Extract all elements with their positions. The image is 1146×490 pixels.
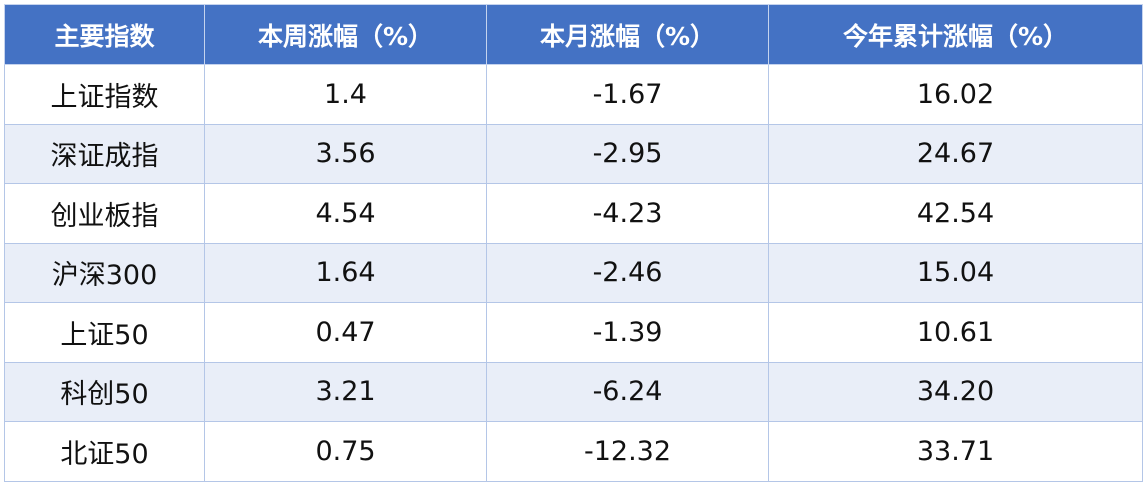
- cell-weekly: 1.4: [204, 64, 487, 125]
- cell-monthly: -4.23: [486, 183, 769, 244]
- header-index: 主要指数: [4, 4, 205, 65]
- cell-index: 沪深300: [4, 242, 205, 303]
- cell-ytd: 42.54: [768, 183, 1143, 244]
- table-row: 北证50 0.75 -12.32 33.71: [4, 421, 1143, 482]
- cell-ytd: 16.02: [768, 64, 1143, 125]
- cell-ytd: 24.67: [768, 123, 1143, 184]
- cell-weekly: 3.21: [204, 361, 487, 422]
- cell-index: 科创50: [4, 361, 205, 422]
- index-performance-table: 主要指数 本周涨幅（%） 本月涨幅（%） 今年累计涨幅（%） 上证指数 1.4 -1…: [4, 4, 1143, 482]
- table-row: 科创50 3.21 -6.24 34.20: [4, 361, 1143, 422]
- cell-weekly: 0.47: [204, 302, 487, 363]
- cell-monthly: -2.46: [486, 242, 769, 303]
- cell-monthly: -6.24: [486, 361, 769, 422]
- table-row: 沪深300 1.64 -2.46 15.04: [4, 242, 1143, 303]
- cell-monthly: -1.67: [486, 64, 769, 125]
- cell-monthly: -2.95: [486, 123, 769, 184]
- cell-index: 上证50: [4, 302, 205, 363]
- cell-weekly: 1.64: [204, 242, 487, 303]
- cell-ytd: 10.61: [768, 302, 1143, 363]
- table-row: 深证成指 3.56 -2.95 24.67: [4, 123, 1143, 184]
- cell-weekly: 3.56: [204, 123, 487, 184]
- cell-weekly: 4.54: [204, 183, 487, 244]
- cell-index: 深证成指: [4, 123, 205, 184]
- header-row: 主要指数 本周涨幅（%） 本月涨幅（%） 今年累计涨幅（%）: [4, 4, 1143, 65]
- cell-ytd: 33.71: [768, 421, 1143, 482]
- table-row: 上证指数 1.4 -1.67 16.02: [4, 64, 1143, 125]
- cell-index: 上证指数: [4, 64, 205, 125]
- cell-ytd: 15.04: [768, 242, 1143, 303]
- cell-monthly: -12.32: [486, 421, 769, 482]
- header-weekly: 本周涨幅（%）: [204, 4, 487, 65]
- cell-weekly: 0.75: [204, 421, 487, 482]
- header-ytd: 今年累计涨幅（%）: [768, 4, 1143, 65]
- cell-ytd: 34.20: [768, 361, 1143, 422]
- cell-index: 北证50: [4, 421, 205, 482]
- header-monthly: 本月涨幅（%）: [486, 4, 769, 65]
- cell-index: 创业板指: [4, 183, 205, 244]
- table-row: 创业板指 4.54 -4.23 42.54: [4, 183, 1143, 244]
- cell-monthly: -1.39: [486, 302, 769, 363]
- table-row: 上证50 0.47 -1.39 10.61: [4, 302, 1143, 363]
